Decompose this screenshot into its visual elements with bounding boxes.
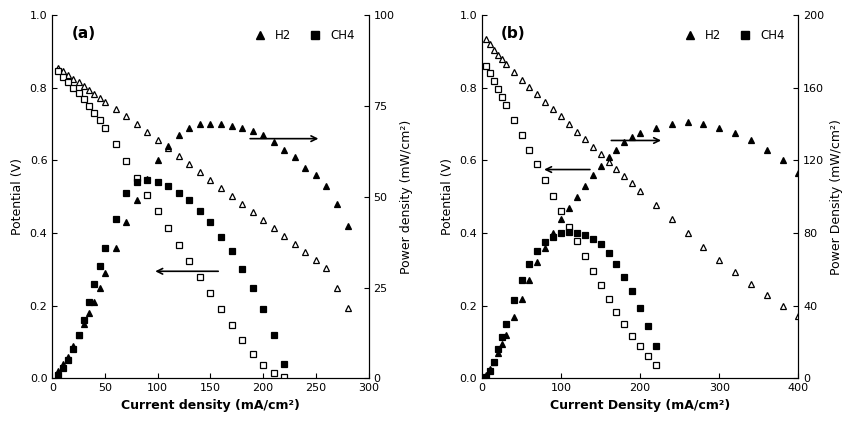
Legend: H2, CH4: H2, CH4 xyxy=(243,25,359,47)
Legend: H2, CH4: H2, CH4 xyxy=(672,25,788,47)
Y-axis label: Power density (mW/cm²): Power density (mW/cm²) xyxy=(399,120,413,274)
Text: (b): (b) xyxy=(501,26,525,41)
Y-axis label: Power Density (mW/cm²): Power Density (mW/cm²) xyxy=(829,119,842,275)
Y-axis label: Potential (V): Potential (V) xyxy=(440,158,453,235)
Text: (a): (a) xyxy=(71,26,96,41)
Y-axis label: Potential (V): Potential (V) xyxy=(11,158,24,235)
X-axis label: Current Density (mA/cm²): Current Density (mA/cm²) xyxy=(549,399,729,412)
X-axis label: Current density (mA/cm²): Current density (mA/cm²) xyxy=(121,399,299,412)
